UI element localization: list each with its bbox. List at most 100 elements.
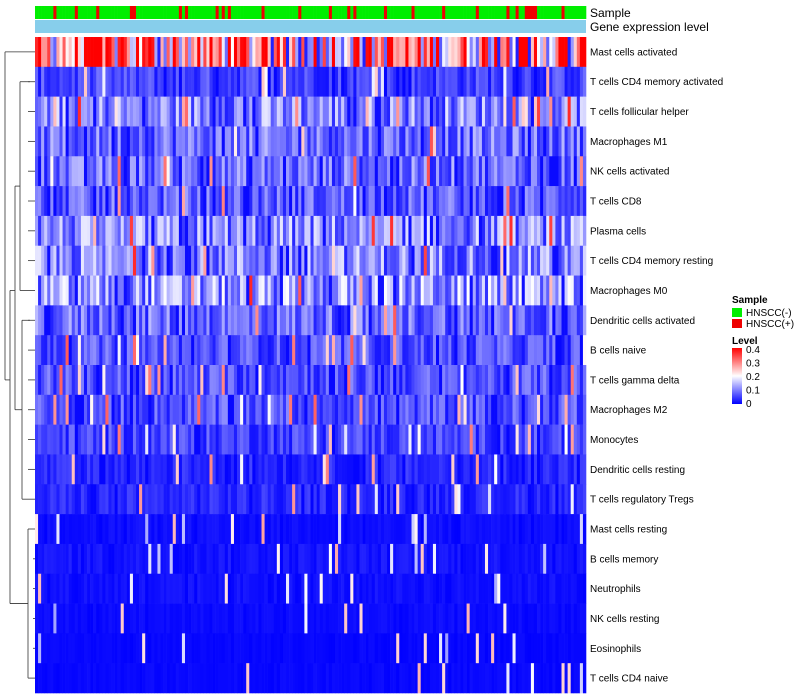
heatmap-cell (50, 484, 54, 515)
heatmap-cell (451, 215, 455, 247)
heatmap-cell (246, 245, 250, 276)
heatmap-cell (331, 335, 336, 366)
heatmap-cell (221, 663, 226, 694)
heatmap-cell (579, 663, 584, 694)
row-label: T cells CD4 memory activated (590, 77, 723, 88)
sample-track-cell (408, 6, 412, 19)
sample-track-cell (224, 6, 229, 19)
heatmap-cell (478, 663, 483, 694)
heatmap-cell (273, 126, 278, 157)
heatmap-cell (212, 365, 216, 396)
heatmap-cell (322, 245, 327, 276)
heatmap-cell (445, 156, 449, 187)
heatmap-cell (160, 365, 164, 396)
heatmap-cell (509, 484, 513, 515)
heatmap-cell (102, 394, 106, 425)
heatmap-cell (457, 573, 461, 604)
heatmap-cell (148, 156, 152, 187)
heatmap-cell (368, 215, 373, 247)
heatmap-cell (396, 663, 400, 694)
heatmap-cell (527, 633, 532, 664)
heatmap-cell (71, 96, 76, 127)
heatmap-cell (506, 484, 510, 515)
heatmap-cell (533, 543, 538, 575)
heatmap-cell (169, 454, 174, 485)
heatmap-cell (445, 305, 449, 336)
heatmap-cell (423, 454, 428, 485)
heatmap-cell (478, 603, 483, 634)
heatmap-cell (62, 126, 66, 157)
heatmap-cell (350, 573, 354, 604)
heatmap-cell (221, 394, 226, 425)
heatmap-cell (414, 543, 418, 575)
row-label: Eosinophils (590, 644, 641, 655)
heatmap-cell (126, 37, 131, 68)
heatmap-cell (90, 543, 94, 575)
heatmap-cell (178, 156, 183, 187)
heatmap-cell (38, 37, 42, 68)
heatmap-cell (497, 543, 501, 575)
heatmap-cell (215, 543, 219, 575)
heatmap-cell (494, 186, 498, 217)
heatmap-cell (282, 633, 287, 664)
heatmap-cell (469, 454, 474, 485)
heatmap-cell (197, 663, 201, 694)
heatmap-cell (497, 603, 501, 634)
heatmap-cell (120, 66, 125, 97)
heatmap-cell (93, 275, 97, 306)
heatmap-cell (347, 335, 351, 366)
heatmap-cell (77, 245, 82, 276)
heatmap-cell (396, 454, 400, 485)
heatmap-cell (445, 543, 449, 575)
heatmap-cell (267, 96, 272, 127)
heatmap-cell (448, 484, 452, 515)
heatmap-cell (249, 365, 253, 396)
heatmap-cell (126, 186, 131, 217)
heatmap-cell (298, 424, 302, 455)
heatmap-cell (362, 275, 366, 306)
heatmap-cell (233, 275, 238, 306)
heatmap-cell (276, 245, 281, 276)
sample-track-cell (50, 6, 54, 19)
sample-track-cell (350, 6, 354, 19)
sample-track-cell (503, 6, 507, 19)
heatmap-cell (99, 37, 103, 68)
heatmap-cell (142, 514, 146, 545)
heatmap-cell (237, 394, 241, 425)
heatmap-cell (521, 454, 526, 485)
heatmap-cell (503, 66, 507, 97)
heatmap-cell (518, 543, 523, 575)
heatmap-cell (436, 484, 440, 515)
heatmap-cell (93, 454, 97, 485)
heatmap-cell (237, 37, 241, 68)
heatmap-cell (255, 454, 259, 485)
heatmap-cell (276, 66, 281, 97)
heatmap-cell (414, 454, 418, 485)
heatmap-cell (429, 66, 434, 97)
heatmap-cell (200, 275, 204, 306)
heatmap-cell (380, 663, 385, 694)
heatmap-cell (212, 543, 216, 575)
heatmap-cell (126, 335, 131, 366)
heatmap-cell (463, 543, 467, 575)
heatmap-cell (166, 66, 170, 97)
heatmap-cell (436, 215, 440, 247)
heatmap-cell (286, 454, 290, 485)
heatmap-cell (203, 96, 207, 127)
heatmap-cell (344, 186, 348, 217)
heatmap-cell (316, 156, 320, 187)
heatmap-cell (344, 275, 348, 306)
heatmap-cell (157, 335, 161, 366)
heatmap-cell (102, 424, 106, 455)
heatmap-cell (200, 663, 204, 694)
heatmap-cell (139, 454, 143, 485)
heatmap-cell (203, 66, 207, 97)
heatmap-cell (527, 275, 532, 306)
heatmap-cell (172, 335, 177, 366)
heatmap-cell (533, 335, 538, 366)
heatmap-cell (515, 454, 519, 485)
heatmap-cell (353, 394, 357, 425)
heatmap-cell (432, 514, 437, 545)
heatmap-cell (481, 305, 486, 336)
heatmap-cell (218, 186, 223, 217)
